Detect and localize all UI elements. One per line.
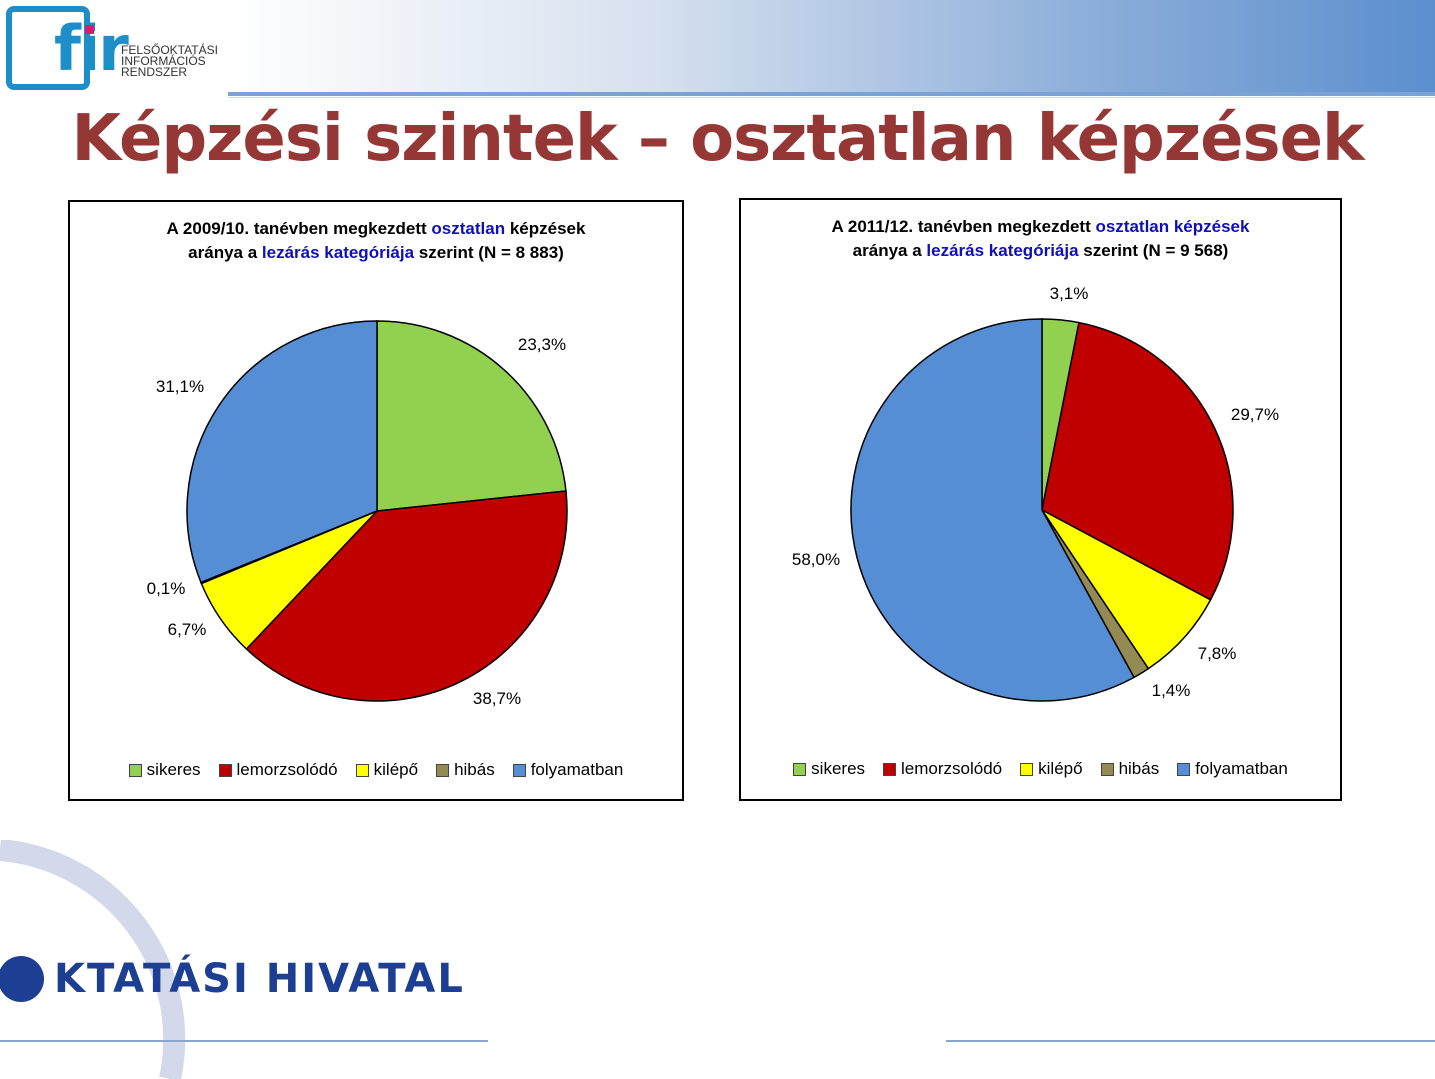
pie-plot: 3,1% 29,7% 7,8% 1,4% 58,0% (792, 284, 1279, 702)
header-divider-thin (228, 97, 1435, 98)
pie-slice-lemorzsolodo (1041, 321, 1234, 601)
chart-title-text: A 2011/12. tanévben megkezdett (831, 217, 1096, 236)
chart-legend: sikeres lemorzsolódó kilépő hibás folyamatba… (741, 759, 1340, 779)
chart-title-text: szerint (N = 8 883) (414, 243, 564, 262)
legend-item-hibas: hibás (1100, 759, 1160, 779)
pie-slice-folyamatban (850, 318, 1136, 702)
footer-logo-text: KTATÁSI HIVATAL (54, 956, 465, 1002)
legend-swatch (1020, 762, 1034, 776)
legend-item-lemorzsolodo: lemorzsolódó (883, 759, 1002, 779)
legend-swatch (512, 763, 526, 777)
chart-title-highlight: lezárás kategóriája (261, 243, 415, 262)
legend-label: sikeres (811, 759, 866, 778)
page-title: Képzési szintek – osztatlan képzések (71, 102, 1364, 176)
pie-slice-lemorzsolodo (245, 490, 568, 702)
pie-plot: 23,3% 38,7% 6,7% 0,1% 31,1% (147, 320, 568, 708)
chart-title-highlight: osztatlan (431, 219, 506, 238)
fir-logo-line2: INFORMÁCIÓS (121, 54, 206, 68)
legend-label: lemorzsolódó (901, 759, 1003, 778)
legend-label: kilépő (373, 760, 419, 779)
data-label-hibas: 1,4% (1152, 681, 1191, 700)
legend-swatch (1177, 762, 1191, 776)
header-divider (228, 92, 1435, 96)
chart-title-text: A 2009/10. tanévben megkezdett (166, 219, 432, 238)
oktatasi-hivatal-logo: KTATÁSI HIVATAL (0, 956, 465, 1002)
data-label-sikeres: 23,3% (518, 335, 566, 354)
legend-label: sikeres (146, 760, 201, 779)
legend-swatch (355, 763, 369, 777)
legend-swatch (1100, 762, 1114, 776)
chart-title: A 2011/12. tanévben megkezdett osztatlan… (741, 215, 1340, 263)
footer-divider-left (0, 1040, 488, 1042)
fir-logo-line1: FELSŐOKTATÁSI (121, 43, 218, 57)
legend-item-folyamatban: folyamatban (1177, 759, 1288, 779)
pie-chart-2009-10: A 2009/10. tanévben megkezdett osztatlan… (68, 200, 684, 801)
data-label-kilepo: 6,7% (168, 620, 207, 639)
legend-swatch (883, 762, 897, 776)
chart-title-text: képzések (505, 219, 586, 238)
data-label-hibas: 0,1% (147, 579, 186, 598)
logo-circle-icon (0, 956, 44, 1002)
data-label-lemorzsolodo: 38,7% (473, 689, 521, 708)
legend-swatch (436, 763, 450, 777)
legend-label: hibás (1118, 759, 1160, 778)
legend-label: folyamatban (1195, 759, 1288, 778)
chart-title-highlight: lezárás kategóriája (926, 241, 1079, 260)
chart-title-text: szerint (N = 9 568) (1078, 241, 1229, 260)
data-label-kilepo: 7,8% (1198, 644, 1237, 663)
legend-item-lemorzsolodo: lemorzsolódó (218, 760, 338, 780)
fir-logo-dot (85, 25, 94, 34)
footer-divider-right (946, 1040, 1435, 1042)
legend-item-sikeres: sikeres (128, 760, 201, 780)
legend-label: kilépő (1038, 759, 1083, 778)
footer-arc-decoration (0, 840, 186, 1079)
chart-title-line2: aránya a lezárás kategóriája szerint (N … (70, 241, 682, 265)
chart-title-line1: A 2011/12. tanévben megkezdett osztatlan… (741, 215, 1340, 239)
pie-chart-2011-12: A 2011/12. tanévben megkezdett osztatlan… (739, 198, 1342, 801)
legend-item-hibas: hibás (436, 760, 495, 780)
legend-item-kilepo: kilépő (355, 760, 419, 780)
legend-item-sikeres: sikeres (793, 759, 865, 779)
header-band (228, 0, 1435, 92)
data-label-folyamatban: 58,0% (792, 550, 840, 569)
legend-swatch (793, 762, 807, 776)
pie-slice-folyamatban (186, 320, 378, 584)
chart-title-text: aránya a (852, 241, 927, 260)
chart-title-line1: A 2009/10. tanévben megkezdett osztatlan… (70, 217, 682, 241)
chart-legend: sikeres lemorzsolódó kilépő hibás folyamatba… (70, 760, 682, 780)
chart-title: A 2009/10. tanévben megkezdett osztatlan… (70, 217, 682, 265)
legend-item-kilepo: kilépő (1020, 759, 1083, 779)
fir-logo-line3: RENDSZER (121, 65, 188, 79)
legend-item-folyamatban: folyamatban (512, 760, 624, 780)
legend-swatch (218, 763, 232, 777)
legend-label: hibás (454, 760, 495, 779)
fir-logo-text: FELSŐOKTATÁSI INFORMÁCIÓS RENDSZER (121, 43, 218, 79)
legend-swatch (128, 763, 142, 777)
chart-title-text: aránya a (188, 243, 262, 262)
data-label-folyamatban: 31,1% (156, 377, 204, 396)
legend-label: lemorzsolódó (236, 760, 338, 779)
fir-logo-frame (6, 6, 90, 90)
pie-slice-kilepo (1041, 509, 1212, 670)
chart-title-line2: aránya a lezárás kategóriája szerint (N … (741, 239, 1340, 263)
data-label-lemorzsolodo: 29,7% (1231, 405, 1279, 424)
legend-label: folyamatban (530, 760, 624, 779)
data-label-sikeres: 3,1% (1050, 284, 1089, 303)
chart-title-highlight: osztatlan képzések (1095, 217, 1250, 236)
pie-slice-sikeres (376, 320, 567, 512)
